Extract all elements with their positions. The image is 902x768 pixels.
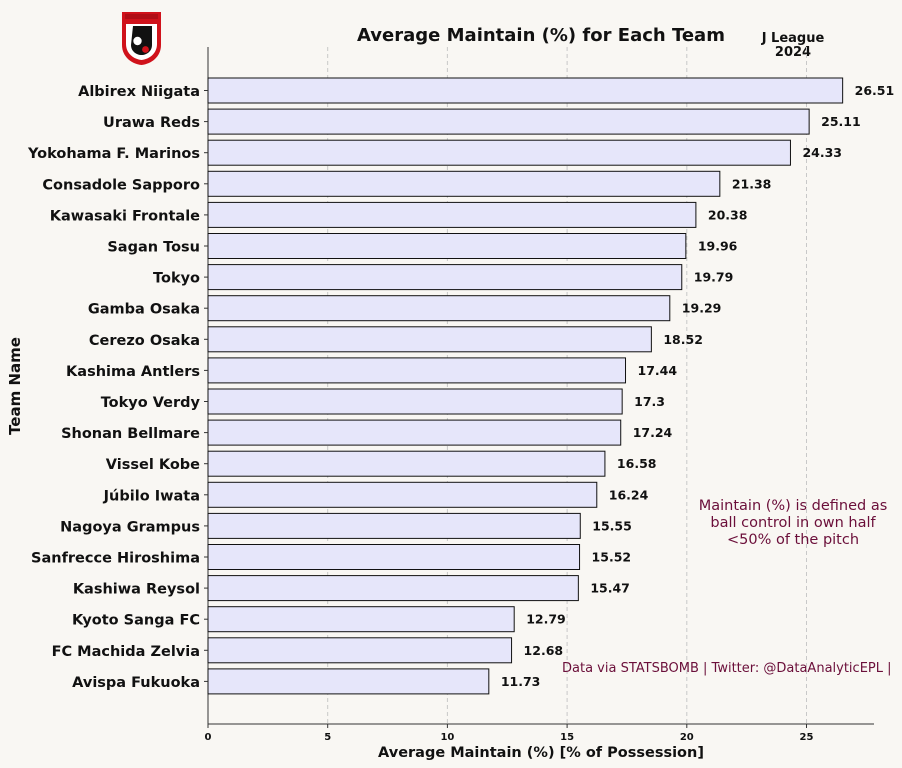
bar (207, 233, 687, 259)
data-label: 16.58 (617, 456, 657, 471)
bar (207, 481, 598, 508)
data-label: 11.73 (501, 674, 541, 689)
x-tick-label: 5 (324, 732, 331, 743)
category-label: Tokyo (153, 271, 200, 287)
data-label: 15.52 (592, 550, 632, 565)
bar (207, 419, 622, 446)
category-label: Avispa Fukuoka (72, 675, 200, 691)
data-label: 16.24 (609, 487, 649, 502)
bar (207, 512, 581, 539)
x-axis-title: Average Maintain (%) [% of Possession] (378, 745, 704, 761)
bar (207, 544, 581, 570)
bar (207, 668, 490, 695)
subtitle-line-2: 2024 (774, 45, 812, 60)
category-label: Nagoya Grampus (60, 519, 200, 535)
x-tick-label: 15 (560, 732, 574, 743)
bar (207, 606, 515, 633)
data-label: 26.51 (855, 83, 895, 98)
x-tick-label: 25 (800, 732, 814, 743)
category-label: Júbilo Iwata (103, 488, 200, 504)
category-label: Sanfrecce Hiroshima (31, 551, 200, 567)
subtitle-line-1: J League (761, 31, 825, 46)
category-label: Urawa Reds (103, 115, 200, 131)
bar (207, 575, 579, 602)
data-label: 21.38 (732, 176, 772, 191)
x-tick-label: 0 (205, 732, 212, 743)
data-label: 20.38 (708, 207, 748, 222)
category-label: Shonan Bellmare (61, 426, 200, 442)
bar (207, 201, 697, 228)
bar (207, 326, 652, 353)
bar (207, 170, 721, 197)
x-tick-label: 20 (680, 732, 694, 743)
bar (207, 295, 671, 322)
y-axis-title: Team Name (6, 337, 24, 435)
category-label: Gamba Osaka (88, 302, 200, 318)
bar (207, 77, 844, 104)
data-label: 19.29 (682, 301, 722, 316)
data-label: 19.79 (694, 270, 734, 285)
chart-subtitle: J League 2024 (756, 32, 830, 60)
data-label: 19.96 (698, 239, 738, 254)
category-label: Cerezo Osaka (89, 333, 200, 349)
category-label: Consadole Sapporo (42, 177, 200, 193)
category-label: Albirex Niigata (78, 84, 200, 100)
category-label: Kawasaki Frontale (50, 208, 200, 224)
data-label: 12.79 (526, 612, 566, 627)
category-label: FC Machida Zelvia (52, 644, 200, 660)
data-label: 18.52 (663, 332, 703, 347)
data-label: 17.24 (633, 425, 673, 440)
data-label: 12.68 (524, 643, 564, 658)
data-label: 24.33 (802, 145, 842, 160)
data-label: 25.11 (821, 114, 861, 129)
bar (207, 388, 623, 415)
bar (207, 357, 627, 384)
category-label: Kashiwa Reysol (73, 582, 200, 598)
note-line-3: <50% of the pitch (726, 532, 860, 548)
category-label: Tokyo Verdy (101, 395, 201, 411)
category-label: Kyoto Sanga FC (72, 613, 200, 629)
data-label: 15.47 (590, 581, 630, 596)
category-label: Kashima Antlers (66, 364, 200, 380)
data-label: 17.3 (634, 394, 665, 409)
j-league-logo (122, 12, 161, 65)
data-label: 17.44 (638, 363, 678, 378)
data-credit: Data via STATSBOMB | Twitter: @DataAnaly… (562, 661, 892, 676)
bar (207, 637, 513, 664)
category-label: Yokohama F. Marinos (27, 146, 200, 162)
bar (207, 450, 606, 477)
category-label: Vissel Kobe (106, 457, 200, 473)
bar (207, 264, 683, 291)
note-line-2: ball control in own half (710, 515, 876, 531)
data-label: 15.55 (592, 518, 632, 533)
x-tick-label: 10 (440, 732, 454, 743)
note-line-1: Maintain (%) is defined as (698, 498, 888, 514)
bar (207, 139, 791, 166)
chart-title: Average Maintain (%) for Each Team (357, 25, 725, 46)
definition-note: Maintain (%) is defined as ball control … (690, 498, 896, 549)
category-label: Sagan Tosu (107, 240, 200, 256)
bar (207, 108, 810, 135)
